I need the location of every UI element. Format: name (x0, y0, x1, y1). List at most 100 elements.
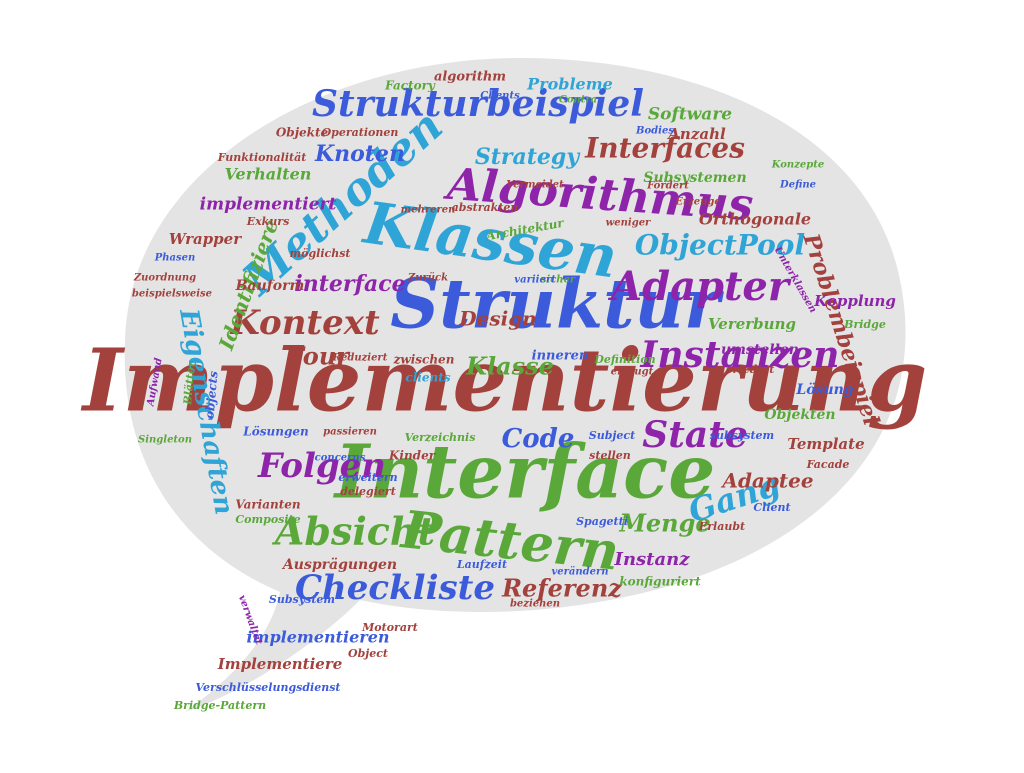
word-zurueck: Zurück (407, 273, 448, 284)
word-weniger: weniger (606, 218, 651, 229)
word-subsystem-lc: subsystem (710, 429, 774, 442)
word-interface-lc: interface (294, 271, 405, 297)
word-exkurs: Exkurs (246, 215, 290, 228)
word-implementiert: implementiert (200, 195, 337, 215)
word-clients-cap: Clients (480, 91, 520, 102)
word-facade: Facade (806, 458, 850, 471)
word-kinder: Kinder (388, 449, 437, 463)
word-implementiere: Implementiere (217, 655, 343, 673)
word-operationen: Operationen (322, 126, 399, 139)
word-clients: clients (405, 371, 450, 385)
word-design: Design (458, 307, 536, 331)
word-struktur: Struktur (390, 265, 724, 345)
word-blaetter: Blätter (181, 359, 198, 406)
word-zuordnung: Zuordnung (133, 273, 196, 284)
word-checkliste: Checkliste (295, 568, 495, 608)
word-subsystem: Subsystem (269, 593, 335, 606)
word-client: Client (753, 501, 790, 514)
word-funktionalitaet: Funktionalität (217, 151, 307, 164)
word-adaptee: Adaptee (720, 469, 813, 493)
word-wrapper: Wrapper (169, 230, 242, 248)
word-erweitern: erweitern (338, 471, 397, 484)
word-erzeuge: Erzeuge (674, 197, 721, 208)
word-umstellen: umstellen (721, 342, 799, 358)
word-erzeugt: erzeugt (611, 367, 654, 378)
word-objectpool: ObjectPool (635, 229, 805, 262)
word-menge: Menge (618, 509, 710, 538)
word-factory: Factory (384, 79, 436, 93)
word-mehreren: mehreren (401, 205, 456, 216)
word-objects: objects (202, 370, 220, 419)
word-kontext: Kontext (229, 303, 380, 343)
word-inneren: inneren (532, 349, 589, 364)
word-instanz: Instanz (614, 549, 691, 570)
word-absicht: Absicht (272, 509, 436, 554)
word-bauform: Bauform (235, 278, 305, 294)
word-probleme: Probleme (526, 75, 613, 94)
word-strukturbeispiel: Strukturbeispiel (312, 83, 644, 125)
word-objekte: Objekte (276, 126, 329, 140)
word-four: Four (286, 342, 351, 371)
word-contra: Contra (559, 95, 597, 106)
word-algorithm: algorithm (434, 70, 506, 85)
word-implementieren: implementieren (246, 628, 389, 647)
word-code: Code (502, 424, 575, 454)
word-objekten: Objekten (764, 407, 835, 423)
word-template: Template (787, 435, 864, 453)
word-singleton: Singleton (138, 435, 192, 446)
word-sicher: sicher (541, 275, 576, 286)
word-folgen: Folgen (257, 446, 386, 486)
word-interfaces: Interfaces (584, 132, 745, 165)
speech-bubble-shape (124, 58, 906, 712)
word-laufzeit: Laufzeit (456, 558, 507, 571)
word-vererbung: Vererbung (708, 315, 796, 333)
word-loesungen: Lösungen (242, 425, 308, 439)
word-vermeidet: Vermeidet (506, 180, 564, 191)
word-motorart: Motorart (361, 621, 418, 634)
word-composite: Composite (235, 513, 300, 526)
word-auspraegungen: Ausprägungen (281, 557, 397, 573)
word-bridge: Bridge (843, 318, 886, 331)
word-referenz: Referenz (501, 574, 623, 603)
word-knoten: Knoten (314, 141, 405, 167)
word-konfiguriert: konfiguriert (619, 575, 701, 589)
word-define: Define (779, 180, 816, 191)
word-verzeichnis: Verzeichnis (405, 431, 476, 444)
word-klasse: Klasse (465, 352, 554, 381)
word-foerdert: Fördert (646, 181, 689, 192)
word-implementierung: Implementierung (80, 331, 928, 432)
word-verschluesselungsdienst: Verschlüsselungsdienst (196, 681, 341, 694)
word-konzepte: Konzepte (771, 160, 824, 171)
word-concerns: concerns (315, 453, 366, 464)
word-strategy: Strategy (475, 144, 581, 170)
word-reduziert: Reduziert (332, 353, 388, 364)
word-stellen: stellen (589, 449, 631, 462)
word-software: Software (648, 105, 732, 125)
word-abstrakten: abstrakten (452, 201, 519, 214)
word-beziehen: beziehen (510, 599, 560, 610)
word-object: Object (348, 647, 388, 660)
word-zwischen: zwischen (393, 353, 455, 367)
word-spagetti: Spagetti (576, 515, 628, 528)
word-orthogonale: Orthogonale (699, 210, 811, 229)
word-anzahl: Anzahl (666, 125, 726, 143)
word-erlaubt: Erlaubt (698, 520, 745, 533)
word-subsystemen: Subsystemen (643, 170, 746, 186)
word-kopplung: Kopplung (813, 292, 896, 310)
word-instanzen: Instanzen (640, 334, 840, 376)
word-bridge-pattern: Bridge-Pattern (173, 699, 266, 712)
word-veraendern: verändern (551, 567, 608, 578)
word-moeglichst: möglichst (290, 247, 351, 260)
word-delegiert: delegiert (340, 485, 396, 498)
word-state: State (642, 414, 748, 456)
word-interface: Interface (333, 430, 716, 516)
word-beispielsweise: beispielsweise (132, 289, 212, 300)
word-bodies: Bodies (635, 126, 674, 137)
word-erledigt: erledigt (726, 363, 775, 376)
word-phasen: Phasen (154, 253, 196, 264)
word-loesung: Lösung (795, 382, 853, 398)
word-adapter: Adapter (607, 263, 792, 310)
word-variiert: variiert (514, 275, 556, 286)
